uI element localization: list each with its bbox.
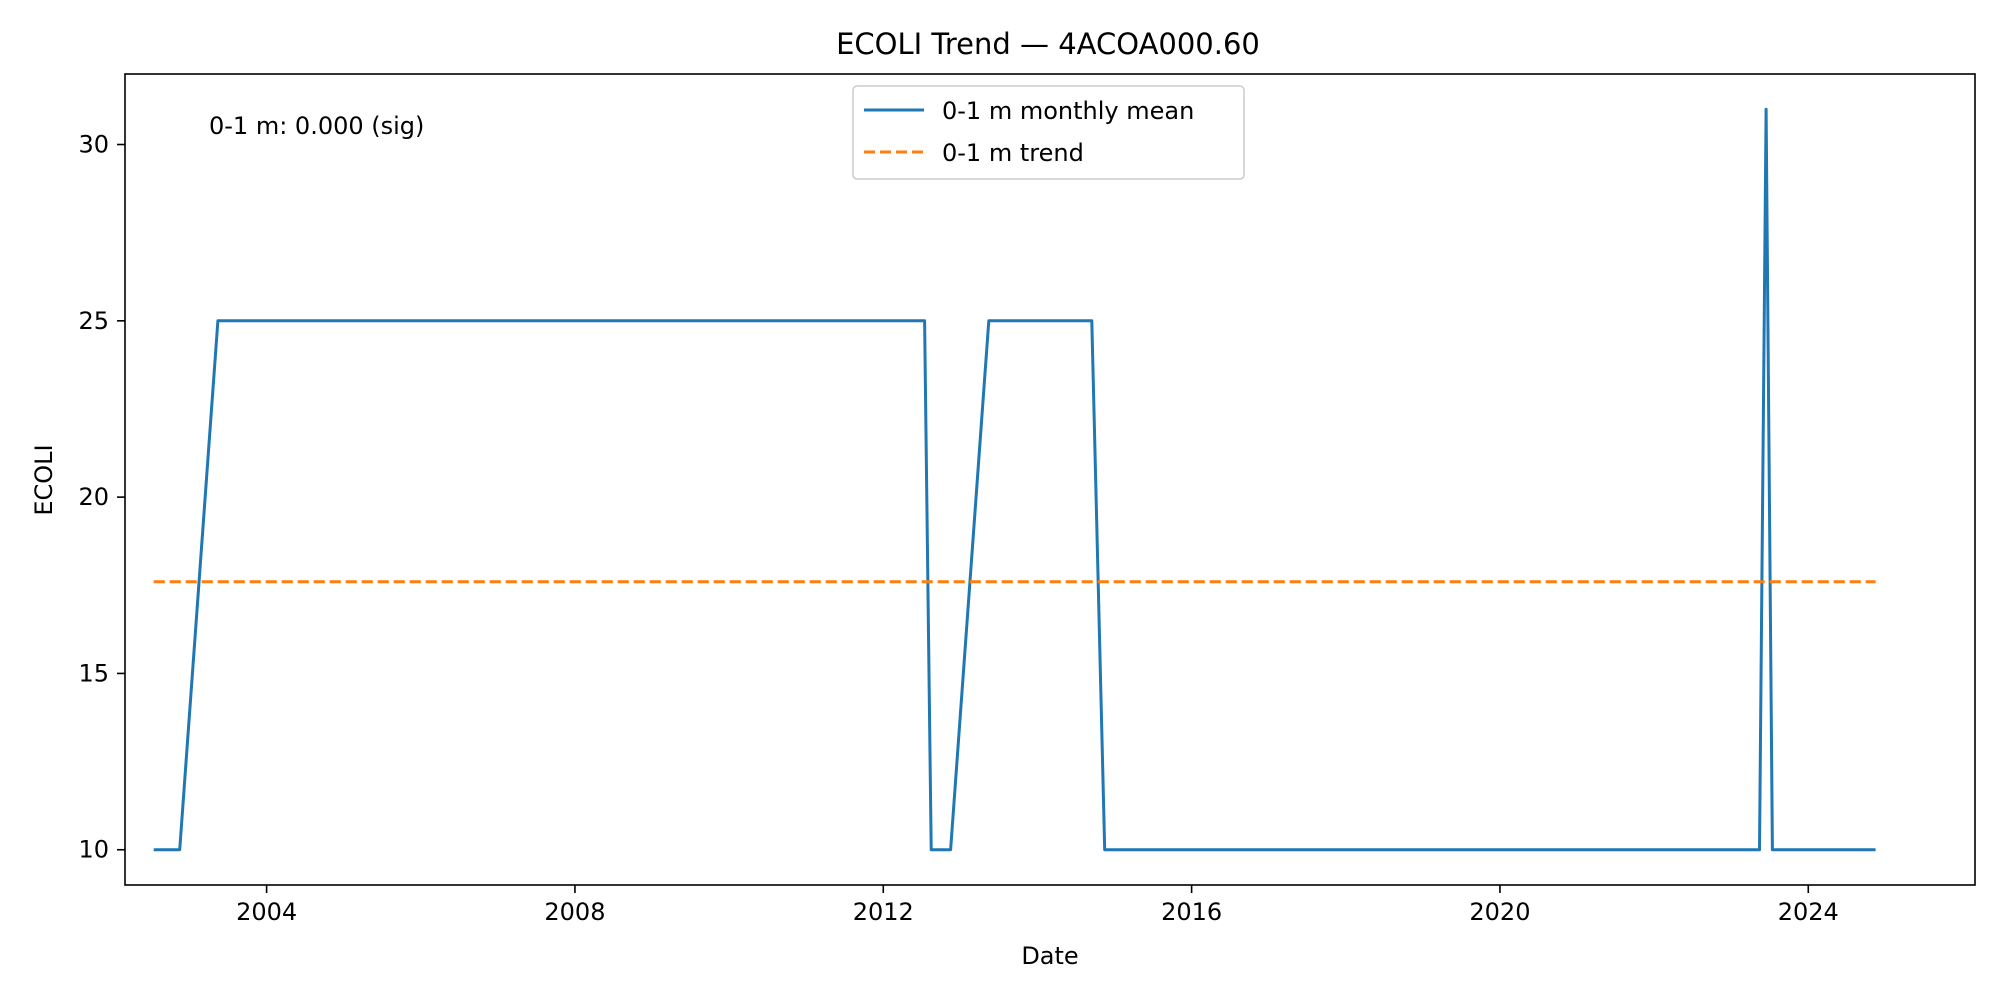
x-axis: 2004 2008 2012 2016 2020 2024	[236, 885, 1839, 926]
y-tick-label: 25	[78, 307, 109, 335]
y-tick-label: 10	[78, 836, 109, 864]
chart-title: ECOLI Trend — 4ACOA000.60	[836, 27, 1260, 61]
legend: 0-1 m monthly mean 0-1 m trend	[852, 85, 1245, 180]
series-line-monthly-mean	[153, 107, 1876, 852]
y-axis-title: ECOLI	[30, 444, 58, 515]
x-tick-label: 2020	[1469, 898, 1530, 926]
trend-annotation: 0-1 m: 0.000 (sig)	[209, 112, 424, 140]
plot-frame	[124, 73, 1976, 886]
legend-label-trend: 0-1 m trend	[942, 139, 1084, 167]
x-tick-label: 2012	[853, 898, 914, 926]
y-tick-label: 30	[78, 131, 109, 159]
y-tick-label: 20	[78, 483, 109, 511]
y-tick-label: 15	[78, 659, 109, 687]
x-tick-label: 2004	[236, 898, 297, 926]
legend-box	[852, 85, 1245, 180]
legend-label-monthly-mean: 0-1 m monthly mean	[942, 97, 1194, 125]
y-axis: 10 15 20 25 30	[78, 131, 125, 864]
x-axis-title: Date	[1021, 942, 1078, 970]
plot-area	[125, 74, 1975, 885]
x-tick-label: 2016	[1161, 898, 1222, 926]
x-tick-label: 2008	[544, 898, 605, 926]
x-tick-label: 2024	[1778, 898, 1839, 926]
series-layer	[153, 107, 1876, 852]
